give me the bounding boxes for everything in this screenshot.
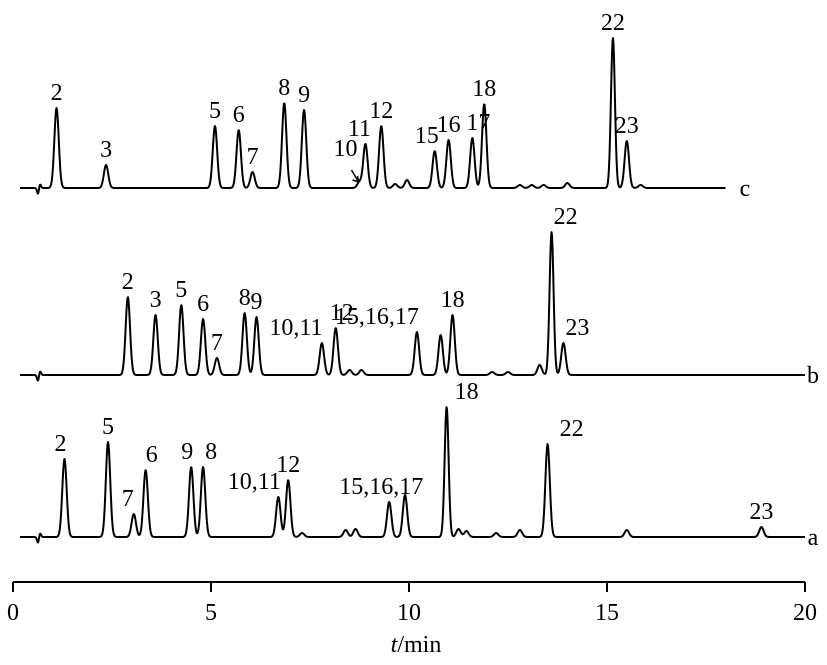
- peak-label-a-20: 23: [749, 499, 773, 525]
- peak-label-b-0: 2: [122, 269, 134, 295]
- x-tick-label-3: 15: [595, 600, 619, 626]
- peak-label-c-6: 9: [298, 82, 310, 108]
- peak-label-a-2: 7: [122, 486, 134, 512]
- peak-label-a-1: 5: [102, 414, 114, 440]
- trace-a: [19, 406, 806, 544]
- peak-label-b-11: 15,16,17: [335, 304, 419, 330]
- peak-label-b-18: 23: [565, 315, 589, 341]
- peak-label-b-8: 12: [330, 300, 354, 326]
- peak-label-b-4: 7: [211, 330, 223, 356]
- peak-label-c-21: 23: [615, 113, 639, 139]
- peak-label-b-13: 18: [441, 287, 465, 313]
- peak-label-c-0: 2: [51, 80, 63, 106]
- arrow-peak-10: [350, 169, 360, 183]
- trace-label-c: c: [740, 176, 751, 202]
- peak-label-c-20: 22: [601, 10, 625, 36]
- trace-label-a: a: [808, 525, 819, 551]
- traces-group: [19, 37, 806, 544]
- peak-label-a-3: 6: [146, 442, 158, 468]
- peak-label-b-17: 22: [554, 204, 578, 230]
- peak-label-c-13: 16: [437, 112, 461, 138]
- peak-label-b-3: 6: [197, 291, 209, 317]
- peak-label-a-6: 10,11: [228, 469, 281, 495]
- peak-label-b-7: 10,11: [269, 315, 322, 341]
- peak-label-c-8: 11: [348, 116, 371, 142]
- peak-label-a-4: 9: [181, 439, 193, 465]
- peak-label-b-6: 9: [251, 289, 263, 315]
- peak-label-c-9: 12: [369, 98, 393, 124]
- peak-label-a-18: 22: [560, 416, 584, 442]
- x-tick-label-0: 0: [7, 600, 19, 626]
- x-axis-ticks: 0 5 10 15 20: [7, 582, 817, 626]
- peak-label-a-11: 15,16,17: [339, 474, 423, 500]
- peak-label-a-13: 18: [455, 379, 479, 405]
- peak-label-a-5: 8: [205, 439, 217, 465]
- peak-label-b-1: 3: [150, 287, 162, 313]
- x-tick-label-2: 10: [397, 600, 421, 626]
- peak-label-a-0: 2: [55, 431, 67, 457]
- x-axis: 0 5 10 15 20 t/min: [7, 581, 817, 658]
- x-tick-label-4: 20: [793, 600, 817, 626]
- peak-label-c-3: 6: [233, 102, 245, 128]
- peak-label-c-1: 3: [100, 137, 112, 163]
- x-axis-title: t/min: [391, 632, 442, 658]
- peak-label-c-4: 7: [247, 144, 259, 170]
- peak-label-c-7: 10: [334, 136, 358, 162]
- peak-label-c-5: 8: [278, 75, 290, 101]
- peak-label-c-12: 15: [415, 123, 439, 149]
- peak-label-c-2: 5: [209, 98, 221, 124]
- peak-label-b-2: 5: [175, 277, 187, 303]
- trace-c: [19, 37, 726, 195]
- trace-label-b: b: [807, 363, 819, 389]
- x-tick-label-1: 5: [205, 600, 217, 626]
- peak-label-c-15: 18: [472, 76, 496, 102]
- peak-label-c-14: 17: [466, 110, 490, 136]
- trace-b: [19, 231, 806, 382]
- x-axis-title-unit: /min: [397, 632, 441, 658]
- peak-label-b-5: 8: [239, 285, 251, 311]
- peak-label-a-7: 12: [276, 452, 300, 478]
- x-axis-title-italic: t: [391, 632, 399, 658]
